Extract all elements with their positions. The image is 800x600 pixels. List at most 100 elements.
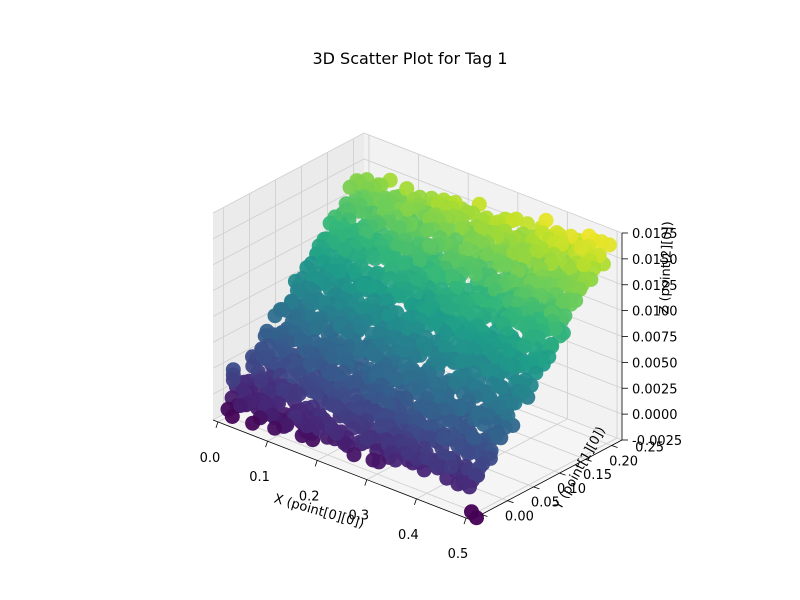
grid-line-z-side xyxy=(212,132,365,214)
scatter-point xyxy=(528,365,544,381)
scatter-point xyxy=(466,431,482,447)
scatter-point xyxy=(528,245,544,260)
scatter-point xyxy=(267,420,283,436)
scatter-point xyxy=(516,249,532,265)
scatter-point xyxy=(476,416,492,432)
scatter-point xyxy=(360,384,376,400)
x-tick-mark xyxy=(215,421,219,429)
scatter-point xyxy=(594,234,610,250)
z-tick-label: 0.0025 xyxy=(632,382,678,397)
x-tick-label: 0.2 xyxy=(299,489,320,504)
z-tick-label: 0.0125 xyxy=(632,279,678,294)
scatter-point xyxy=(393,412,409,428)
scatter-point xyxy=(399,181,415,197)
scatter-point xyxy=(400,321,416,337)
y-tick-mark xyxy=(559,472,566,476)
y-tick-label: 0.15 xyxy=(583,468,612,483)
scatter-point xyxy=(367,250,383,266)
x-tick-mark xyxy=(414,498,417,505)
scatter-point xyxy=(447,375,463,391)
scatter-point xyxy=(454,220,470,236)
y-tick-mark xyxy=(611,445,618,448)
scatter-point xyxy=(224,409,240,424)
scatter-point xyxy=(427,316,443,331)
x-tick-mark xyxy=(364,479,368,486)
scatter-point xyxy=(504,213,520,228)
scatter-point xyxy=(274,382,290,398)
grid-line-y-floor xyxy=(223,414,482,515)
scatter-point xyxy=(547,321,563,337)
scatter-point xyxy=(430,195,446,211)
scatter-point xyxy=(396,256,412,272)
z-tick-label: 0.0050 xyxy=(632,356,678,371)
chart-title: 3D Scatter Plot for Tag 1 xyxy=(312,49,507,68)
scatter-point xyxy=(401,445,416,461)
x-tick-label: 0.4 xyxy=(398,528,419,543)
scatter-point xyxy=(346,264,362,280)
x-tick-label: 0.3 xyxy=(348,509,369,524)
scatter-point xyxy=(436,430,452,446)
scatter-point xyxy=(576,257,592,273)
scatter-point xyxy=(468,266,484,282)
scatter-point xyxy=(427,266,442,282)
scatter-point xyxy=(380,396,396,412)
scatter-point xyxy=(346,447,362,463)
scatter-point xyxy=(329,425,345,441)
scatter-point xyxy=(311,421,327,437)
scatter-point xyxy=(454,353,470,369)
scatter-point xyxy=(285,368,300,384)
y-tick-mark xyxy=(585,458,592,462)
scatter-point xyxy=(268,356,284,372)
grid-line-z-side xyxy=(212,184,365,266)
y-axis-line xyxy=(470,439,623,521)
scatter-point xyxy=(473,221,489,237)
z-tick-label: 0.0075 xyxy=(632,331,678,346)
y-tick-label: 0.00 xyxy=(505,510,534,525)
scatter-point xyxy=(299,418,315,434)
z-tick-label: 0.0000 xyxy=(632,408,678,423)
scatter-point xyxy=(469,510,484,526)
scatter-point xyxy=(460,446,476,462)
scatter-point xyxy=(245,358,261,374)
scatter-point xyxy=(245,415,261,431)
y-tick-label: 0.05 xyxy=(531,496,560,511)
scatter-point xyxy=(444,413,460,429)
scatter-point xyxy=(412,252,428,268)
scatter-point xyxy=(554,236,570,252)
scatter-point xyxy=(267,308,283,324)
scatter-point xyxy=(233,398,249,413)
scatter-point xyxy=(388,452,403,468)
z-tick-label: 0.0175 xyxy=(632,227,678,242)
scatter-point xyxy=(445,269,461,285)
scatter-point xyxy=(492,257,508,273)
scatter-point xyxy=(431,356,447,372)
scatter-point xyxy=(255,350,271,366)
scatter-point xyxy=(419,222,435,238)
scatter-point xyxy=(264,407,280,423)
scatter-point xyxy=(353,343,369,358)
scatter-point xyxy=(390,239,405,255)
scatter-point xyxy=(488,428,504,444)
tick-labels: 0.00.10.20.30.40.50.000.050.100.150.200.… xyxy=(200,227,683,562)
scatter-point xyxy=(443,459,459,475)
scatter-point xyxy=(573,240,589,255)
scatter-point xyxy=(371,454,387,470)
y-tick-mark xyxy=(507,500,514,504)
scatter-point xyxy=(309,385,325,401)
scatter-point xyxy=(538,212,554,228)
scatter-point xyxy=(309,319,325,335)
grid-line-z-back xyxy=(363,132,623,234)
scatter-point xyxy=(427,456,442,472)
z-tick-label: 0.0150 xyxy=(632,253,678,268)
scatter-point xyxy=(302,357,318,373)
x-tick-label: 0.5 xyxy=(448,547,469,562)
scatter-point xyxy=(388,371,404,387)
scatter-point xyxy=(478,362,494,378)
x-axis-line xyxy=(212,419,472,521)
y-tick-label: 0.25 xyxy=(635,441,664,456)
x-tick-label: 0.0 xyxy=(200,451,221,466)
y-tick-mark xyxy=(533,486,540,490)
scatter-point xyxy=(356,302,372,318)
scatter-point xyxy=(400,370,416,386)
